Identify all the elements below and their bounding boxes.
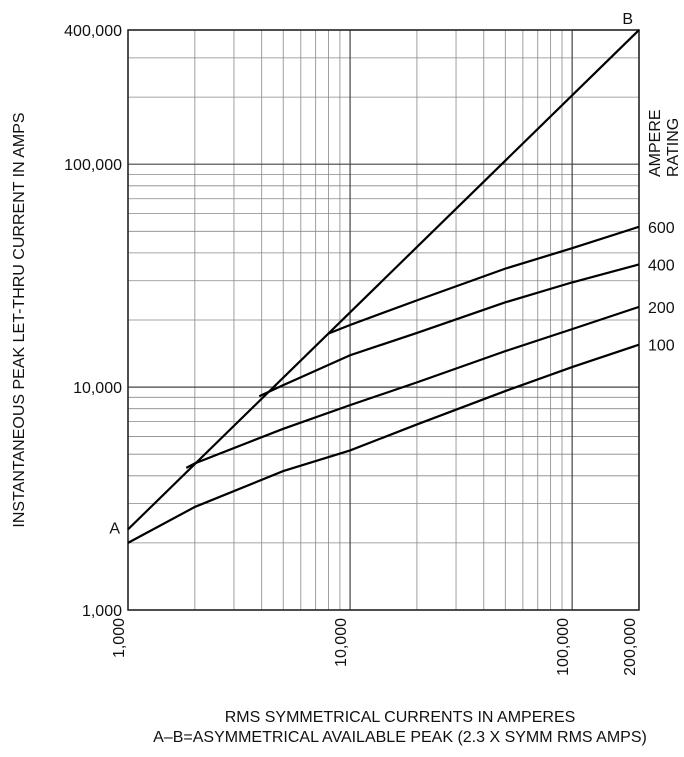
ab-line [127, 29, 640, 531]
y-axis-label: INSTANTANEOUS PEAK LET-THRU CURRENT IN A… [11, 112, 28, 527]
legend-title: RATING [665, 118, 682, 177]
annotation: B [622, 11, 633, 28]
series-line [127, 343, 640, 544]
x-tick-label: 200,000 [622, 618, 639, 676]
series-line [185, 305, 640, 469]
y-tick-label: 10,000 [73, 380, 122, 397]
x-tick-label: 10,000 [333, 618, 350, 667]
y-tick-label: 400,000 [64, 23, 122, 40]
series-line [328, 225, 640, 335]
x-axis-label: A–B=ASYMMETRICAL AVAILABLE PEAK (2.3 X S… [153, 729, 647, 746]
legend-title: AMPERE [647, 109, 664, 177]
x-tick-label: 1,000 [111, 618, 128, 658]
annotation: A [109, 520, 120, 537]
series-label: 100 [648, 338, 675, 355]
series-label: 400 [648, 257, 675, 274]
x-tick-label: 100,000 [555, 618, 572, 676]
y-tick-label: 1,000 [82, 603, 122, 620]
plot-frame [127, 29, 640, 611]
series-line [258, 263, 640, 398]
x-axis-label: RMS SYMMETRICAL CURRENTS IN AMPERES [225, 709, 576, 726]
y-tick-label: 100,000 [64, 157, 122, 174]
series-label: 200 [648, 300, 675, 317]
series-label: 600 [648, 220, 675, 237]
